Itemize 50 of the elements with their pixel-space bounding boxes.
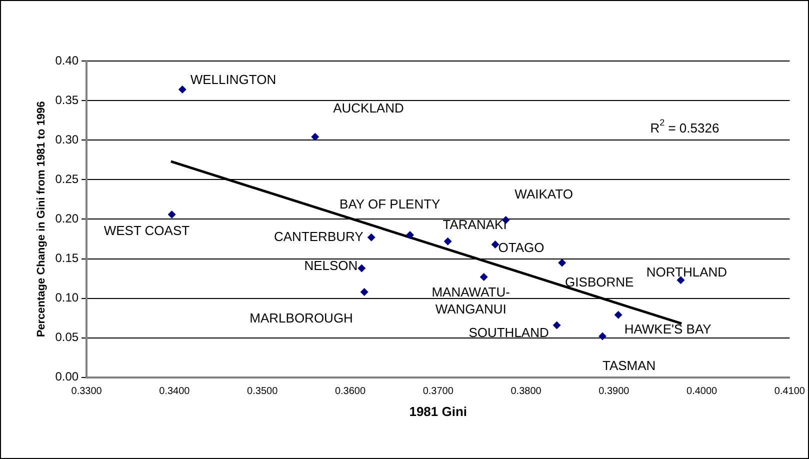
- y-tick-label: 0.10: [55, 290, 79, 305]
- x-tick-label: 0.4100: [774, 386, 806, 398]
- annotation: CANTERBURY: [274, 228, 364, 244]
- point: [311, 132, 320, 141]
- x-tick-label: 0.3400: [159, 386, 190, 398]
- point: [444, 237, 452, 246]
- y-tick-label: 0.15: [55, 251, 79, 266]
- y-tick-label: 0.00: [55, 370, 79, 384]
- y-tick-label: 0.35: [55, 92, 79, 107]
- annotation: NELSON: [304, 258, 358, 273]
- x-tick-label: 0.3300: [71, 386, 102, 398]
- x-tick-label: 0.3600: [334, 386, 366, 398]
- x-axis-title: 1981 Gini: [409, 404, 468, 419]
- y-tick-label: 0.30: [55, 132, 79, 146]
- x-tick-label: 0.3700: [422, 386, 454, 398]
- point: [480, 272, 488, 281]
- x-tick-label: 0.3900: [598, 386, 630, 398]
- annotation: MARLBOROUGH: [250, 310, 353, 326]
- annotation: MANAWATU- WANGANUI: [432, 284, 510, 317]
- annotation: TARANAKI: [442, 216, 507, 232]
- annotation: WAIKATO: [514, 186, 573, 202]
- annotation: OTAGO: [498, 240, 544, 256]
- point: [598, 332, 606, 340]
- annotation: WELLINGTON: [190, 72, 276, 88]
- point: [168, 210, 176, 218]
- point: [367, 233, 376, 242]
- y-axis-title: Percentage Change in Gini from 1981 to 1996: [36, 101, 48, 338]
- point: [360, 288, 368, 296]
- x-tick-label: 0.3500: [247, 386, 278, 398]
- annotation: AUCKLAND: [333, 100, 404, 116]
- annotation: NORTHLAND: [646, 264, 728, 280]
- annotation: SOUTHLAND: [468, 324, 549, 340]
- annotation: BAY OF PLENTY: [340, 196, 441, 212]
- annotation: WEST COAST: [104, 223, 190, 238]
- annotation: GISBORNE: [565, 274, 634, 290]
- point: [178, 85, 186, 94]
- y-tick-label: 0.40: [55, 53, 79, 68]
- y-tick-label: 0.25: [55, 172, 79, 186]
- x-tick-label: 0.4000: [686, 386, 718, 398]
- point: [358, 264, 366, 272]
- y-tick-label: 0.05: [55, 330, 79, 344]
- point: [491, 240, 500, 249]
- point: [406, 231, 414, 240]
- x-tick-label: 0.3800: [510, 386, 542, 398]
- annotation: TASMAN: [602, 358, 656, 373]
- y-tick-label: 0.20: [55, 212, 79, 226]
- point: [614, 310, 622, 319]
- point: [552, 321, 561, 330]
- annotation: HAWKE'S BAY: [624, 321, 712, 336]
- point: [558, 258, 566, 267]
